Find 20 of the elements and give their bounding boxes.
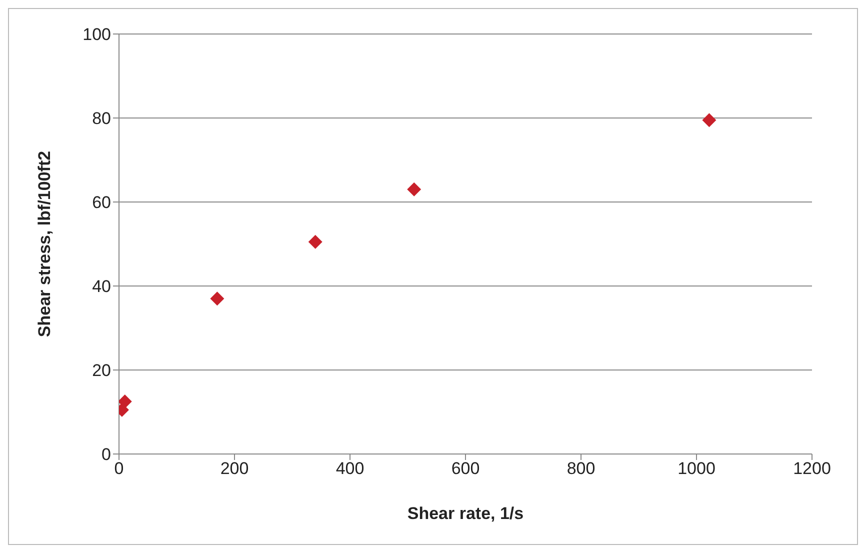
- point: [119, 394, 132, 408]
- point: [407, 182, 422, 196]
- x-tick-label: 600: [451, 459, 480, 478]
- x-tick-label: 400: [336, 459, 364, 478]
- y-tick-label: 0: [102, 445, 111, 464]
- point: [210, 292, 224, 306]
- y-tick-label: 20: [92, 361, 111, 380]
- y-tick-label: 80: [92, 109, 111, 128]
- x-tick-label: 1200: [793, 459, 831, 478]
- x-tick-label: 200: [220, 459, 249, 478]
- y-axis-title: Shear stress, lbf/100ft2: [35, 150, 54, 338]
- y-tick-label: 60: [92, 193, 111, 212]
- y-tick-label: 40: [92, 277, 111, 296]
- x-tick-label: 0: [114, 459, 124, 478]
- point: [702, 113, 716, 128]
- x-axis-title: Shear rate, 1/s: [407, 504, 524, 523]
- x-tick-label: 800: [566, 459, 596, 478]
- y-tick-label: 100: [82, 25, 111, 44]
- point: [308, 234, 322, 249]
- x-tick-label: 1000: [678, 459, 716, 478]
